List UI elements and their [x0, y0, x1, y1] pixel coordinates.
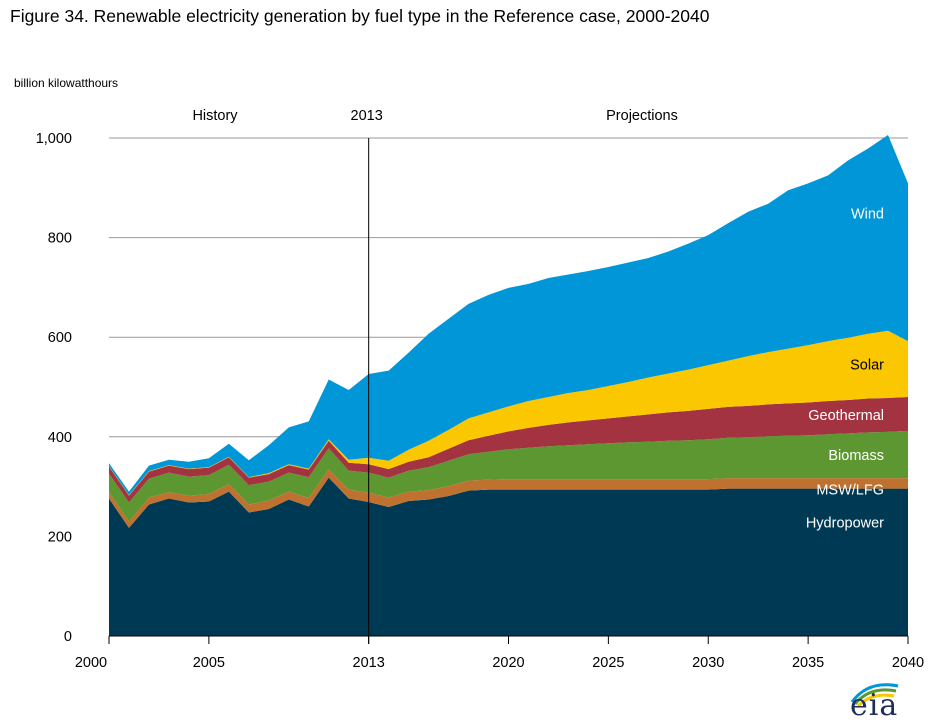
series-label-hydropower: Hydropower	[806, 515, 884, 531]
x-tick-label: 2025	[592, 655, 624, 671]
x-tick-label: 2020	[492, 655, 524, 671]
x-tick-label: 2035	[792, 655, 824, 671]
eia-logo-arcs-icon	[850, 683, 899, 708]
series-label-biomass: Biomass	[828, 448, 884, 464]
projections-label: Projections	[606, 108, 678, 124]
area-hydropower	[109, 477, 908, 636]
chart-title: Figure 34. Renewable electricity generat…	[10, 6, 710, 26]
area-msw-lfg	[109, 469, 908, 528]
area-solar	[109, 330, 908, 496]
series-label-wind: Wind	[851, 206, 884, 222]
series-label-msw-lfg: MSW/LFG	[816, 482, 884, 498]
axes: 0 200 400 600 800 1,000 2000 2005 2013 2020 2025 20…	[36, 108, 924, 671]
y-tick-label: 200	[48, 529, 72, 545]
y-tick-label: 600	[48, 330, 72, 346]
y-axis-label: billion kilowatthours	[14, 76, 119, 90]
series-label-solar: Solar	[850, 357, 884, 373]
series-label-geothermal: Geothermal	[808, 408, 884, 424]
divider-label: 2013	[351, 108, 383, 124]
x-tick-label: 2040	[892, 655, 924, 671]
x-tick-label: 2005	[193, 655, 225, 671]
stacked-areas	[109, 135, 908, 636]
eia-logo-text: eia	[850, 688, 899, 723]
x-tick-label: 2013	[353, 655, 385, 671]
x-tick-label: 2000	[75, 655, 107, 671]
area-biomass	[109, 430, 908, 522]
eia-logo	[838, 678, 918, 726]
y-tick-label: 400	[48, 430, 72, 446]
y-tick-label: 1,000	[36, 131, 72, 147]
y-tick-label: 800	[48, 231, 72, 247]
area-wind	[109, 135, 908, 496]
x-tick-label: 2030	[692, 655, 724, 671]
history-label: History	[192, 108, 238, 124]
series-labels: Hydropower MSW/LFG Biomass Geothermal Solar W…	[806, 206, 884, 531]
y-tick-label: 0	[64, 629, 72, 645]
area-geothermal	[109, 396, 908, 503]
